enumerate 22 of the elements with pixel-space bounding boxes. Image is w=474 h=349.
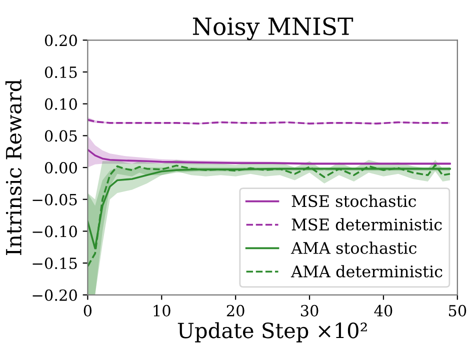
y-axis-title: Intrinsic Reward [5,80,22,256]
y-tick-label: 0.00 [44,162,77,174]
x-tick-label: 20 [226,304,244,316]
legend-label: MSE deterministic [292,218,442,231]
x-tick-label: 10 [154,304,170,316]
y-tick-label: −0.20 [32,289,77,301]
x-tick-label: 40 [374,304,392,316]
x-axis-title: Update Step ×10² [178,322,367,342]
legend-label: MSE stochastic [292,194,416,208]
chart-title: Noisy MNIST [192,17,354,40]
y-tick-label: −0.05 [32,194,77,206]
x-tick-label: 30 [300,304,318,316]
y-tick-label: −0.15 [32,258,77,270]
legend-label: AMA deterministic [290,265,442,278]
x-tick-label: 0 [84,304,92,316]
legend-label: AMA stochastic [290,242,416,254]
x-tick-label: 50 [448,304,466,316]
y-tick-label: 0.15 [44,66,77,78]
y-tick-label: 0.20 [44,34,77,46]
y-tick-label: 0.10 [44,98,77,110]
y-tick-label: −0.10 [32,226,77,238]
y-tick-label: 0.05 [44,130,77,142]
